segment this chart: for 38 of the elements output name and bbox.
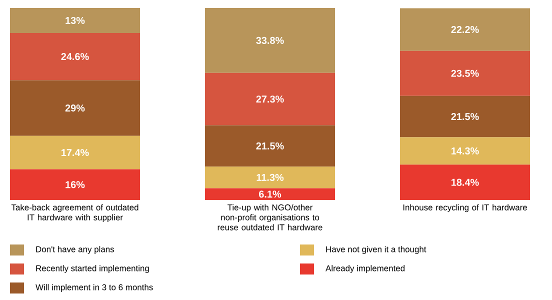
data-label: 13%	[66, 16, 85, 24]
data-label: 6.1%	[259, 190, 282, 198]
legend-label: Recently started implementing	[36, 265, 149, 273]
bar	[205, 188, 336, 200]
data-label: 21.5%	[451, 113, 479, 120]
bar	[10, 8, 140, 33]
data-label: 33.8%	[256, 36, 284, 44]
data-label: 23.5%	[451, 70, 479, 77]
data-label: 11.3%	[256, 174, 284, 181]
bar	[10, 169, 140, 200]
bar	[205, 125, 336, 167]
bar	[400, 96, 530, 138]
x-tick-label: Tie-up with NGO/other non-profit organisations to reuse outdated IT hardware	[218, 204, 322, 230]
data-label: 27.3%	[256, 96, 284, 103]
legend-label: Already implemented	[326, 265, 405, 273]
bar	[10, 32, 140, 80]
bar	[400, 8, 530, 51]
data-label: 16%	[66, 181, 85, 188]
data-label: 18.4%	[452, 178, 479, 186]
bar	[10, 80, 140, 136]
bar	[205, 72, 336, 126]
data-label: 14.3%	[452, 147, 479, 154]
bar	[400, 50, 530, 96]
data-label: 24.6%	[61, 53, 89, 60]
x-tick-label: Inhouse recycling of IT hardware	[403, 204, 527, 212]
bar	[400, 137, 530, 165]
legend-label: Have not given it a thought	[326, 246, 426, 254]
bar	[205, 166, 336, 188]
data-label: 22.2%	[451, 26, 479, 34]
x-tick-label: Take-back agreement of outdated IT hardware with supplier	[11, 204, 138, 222]
bar	[400, 164, 530, 200]
legend-label: Will implement in 3 to 6 months	[36, 284, 153, 292]
legend-label: Don't have any plans	[36, 246, 114, 254]
data-label: 29%	[65, 104, 85, 112]
data-label: 17.4%	[62, 149, 89, 156]
bar	[10, 136, 140, 170]
data-label: 21.5%	[256, 142, 284, 150]
bar	[205, 8, 336, 73]
